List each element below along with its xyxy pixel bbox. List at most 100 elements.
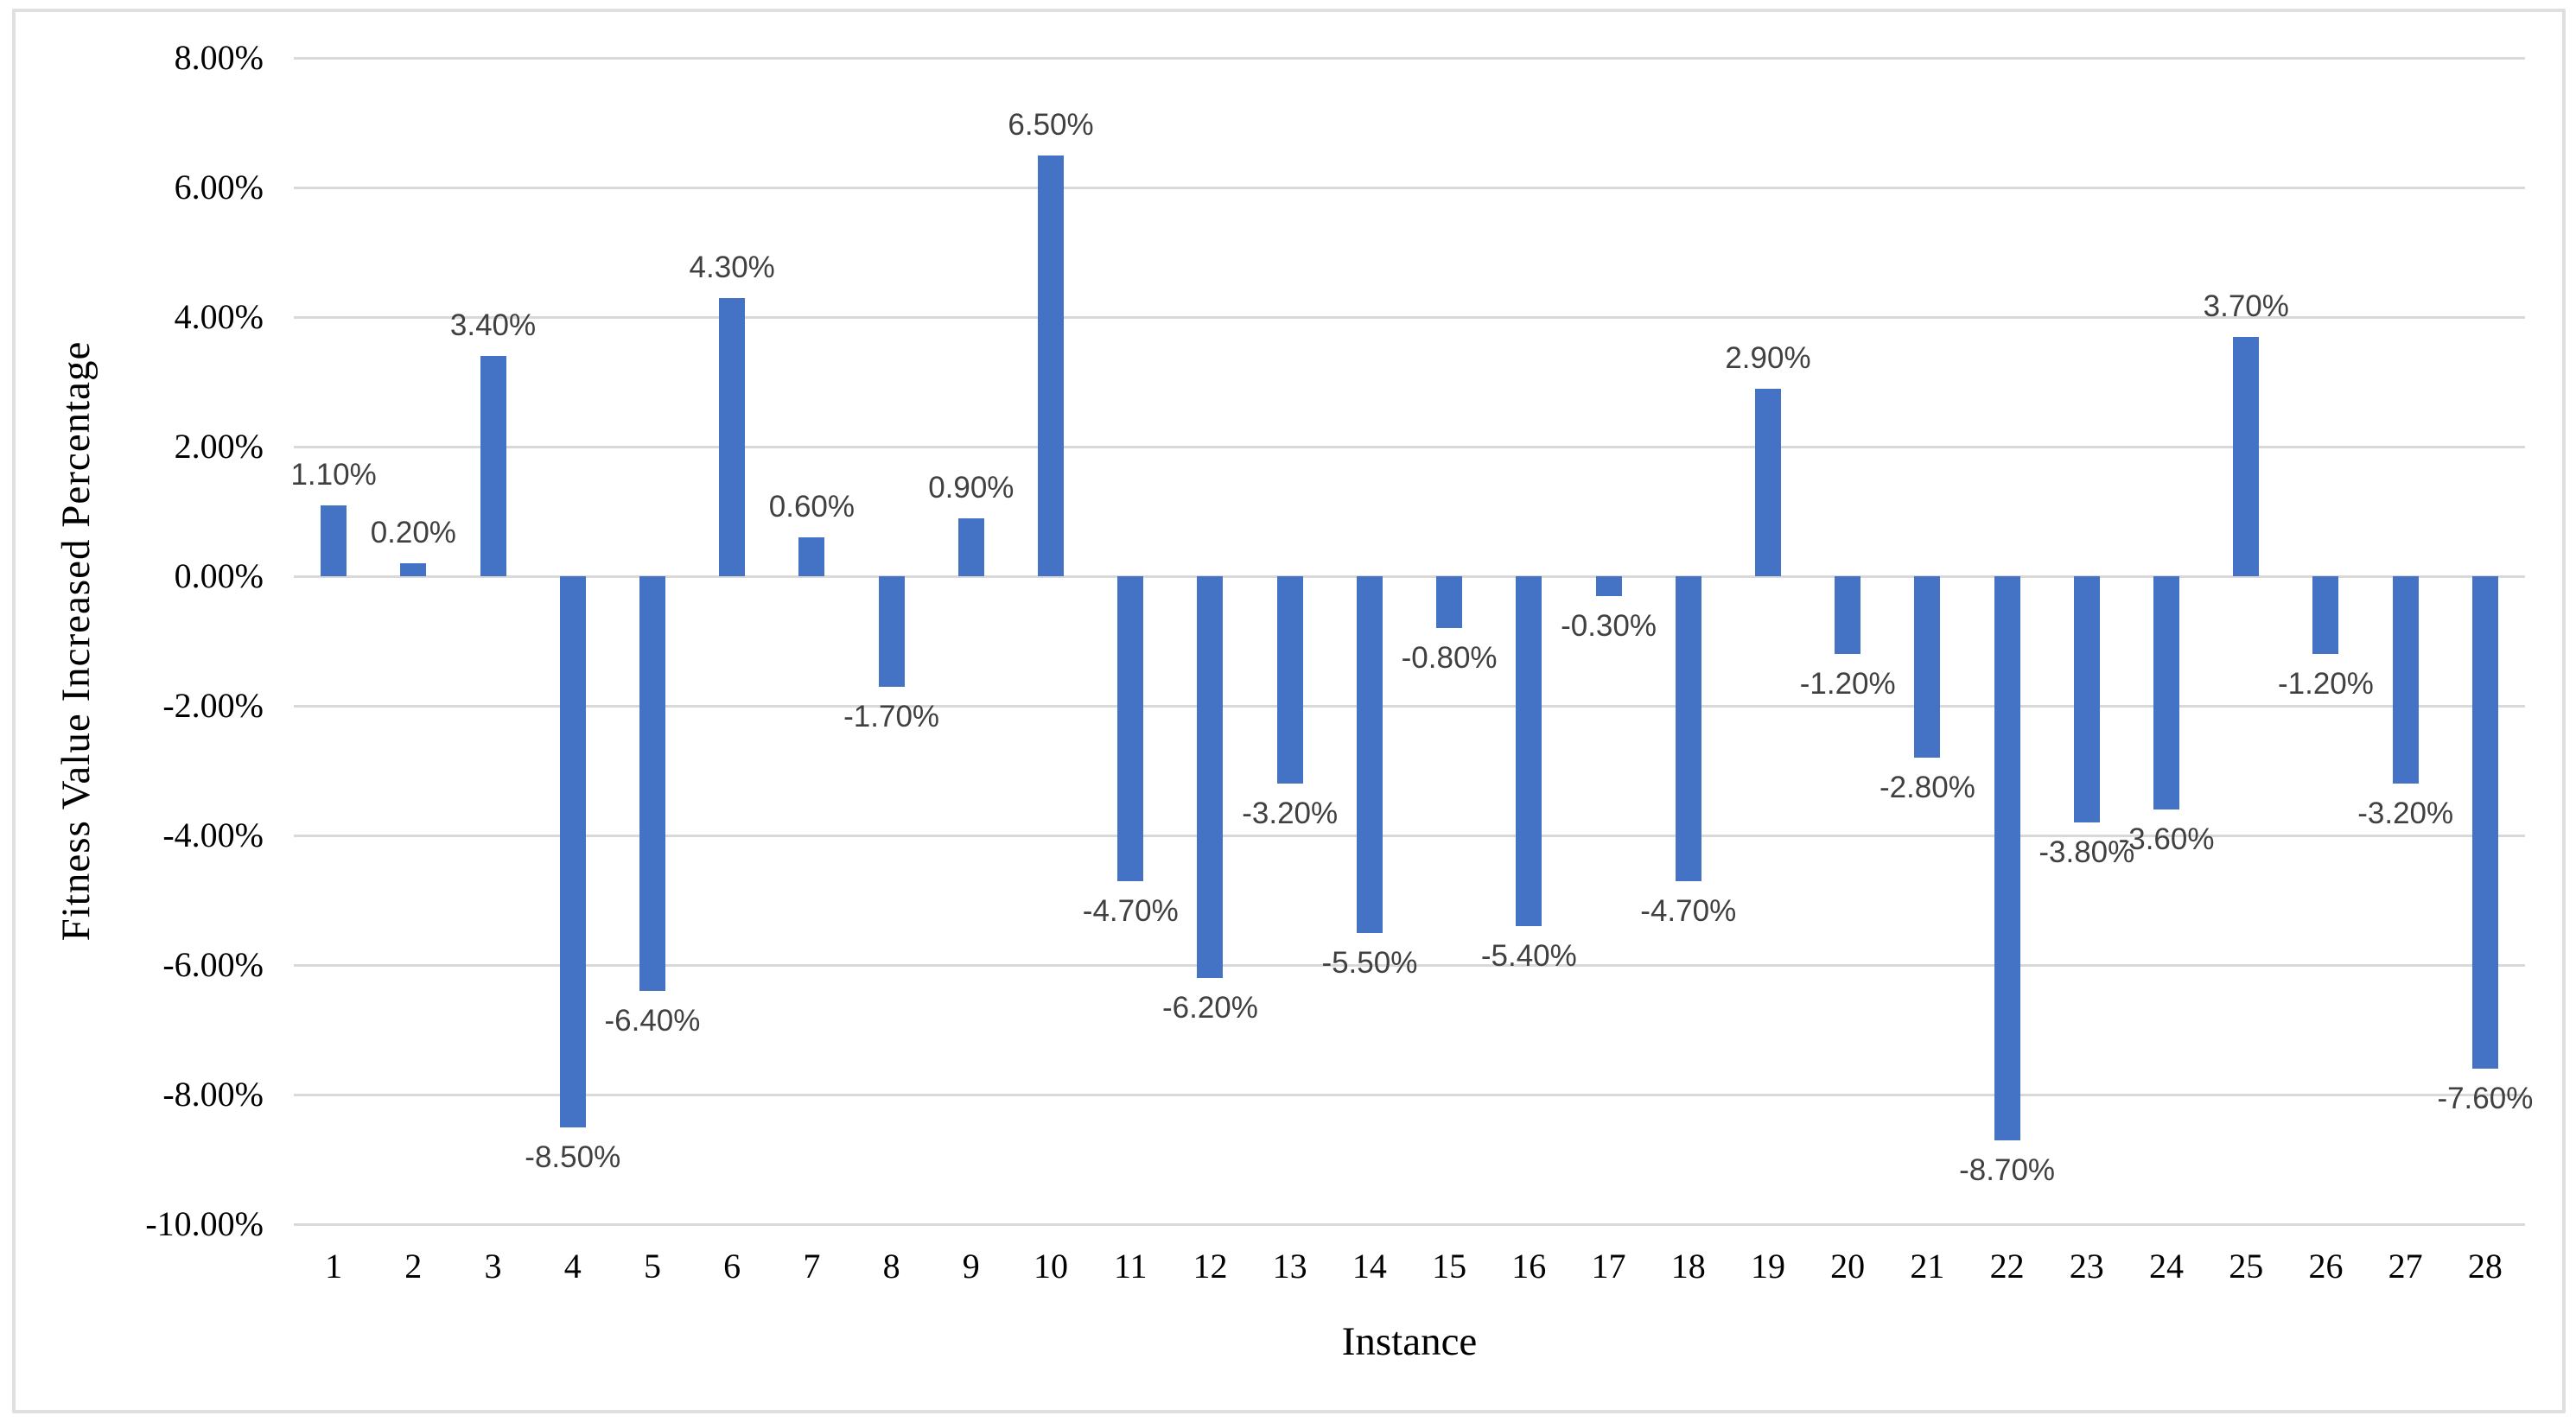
x-tick-label: 22 <box>1989 1247 2025 1286</box>
x-tick-label: 20 <box>1830 1247 1866 1286</box>
bar-instance-9 <box>957 517 984 576</box>
x-tick-label: 5 <box>643 1247 661 1286</box>
bar-value-label: -0.30% <box>1561 608 1657 643</box>
x-tick-label: 9 <box>962 1247 980 1286</box>
x-tick-label: 18 <box>1670 1247 1706 1286</box>
gridline <box>294 1093 2525 1096</box>
bar-instance-1 <box>321 505 347 576</box>
bar-instance-5 <box>639 576 665 991</box>
bar-instance-10 <box>1038 155 1065 576</box>
gridline <box>294 963 2525 967</box>
gridline <box>294 834 2525 837</box>
bar-instance-25 <box>2233 336 2260 576</box>
gridline <box>294 315 2525 319</box>
x-tick-label: 3 <box>484 1247 502 1286</box>
gridline <box>294 1222 2525 1226</box>
bar-value-label: -7.60% <box>2437 1082 2534 1115</box>
x-tick-label: 14 <box>1352 1247 1387 1286</box>
bar-instance-16 <box>1516 576 1542 926</box>
bar-instance-28 <box>2471 576 2498 1069</box>
bar-value-label: 0.90% <box>928 470 1014 505</box>
bar-value-label: -8.70% <box>1959 1152 2056 1187</box>
bar-value-label: -1.70% <box>843 699 940 733</box>
bar-value-label: 3.40% <box>449 308 537 342</box>
x-tick-label: 28 <box>2467 1247 2503 1286</box>
gridline <box>294 575 2525 578</box>
bar-value-label: -3.60% <box>2118 822 2215 856</box>
bar-value-label: -6.20% <box>1162 991 1258 1025</box>
x-tick-label: 8 <box>882 1247 900 1286</box>
bar-instance-26 <box>2312 576 2339 654</box>
bar-value-label: -4.70% <box>1082 893 1179 928</box>
bar-instance-24 <box>2153 576 2180 809</box>
y-tick-label: -6.00% <box>162 945 264 984</box>
bar-value-label: -3.80% <box>2039 835 2135 869</box>
x-tick-label: 24 <box>2149 1247 2185 1286</box>
x-tick-label: 23 <box>2069 1247 2104 1286</box>
bar-value-label: -5.40% <box>1480 939 1577 973</box>
gridline <box>294 56 2525 60</box>
x-tick-label: 19 <box>1750 1247 1785 1286</box>
x-tick-label: 4 <box>563 1247 582 1286</box>
bar-value-label: 4.30% <box>689 250 775 284</box>
x-tick-label: 6 <box>723 1247 741 1286</box>
bar-value-label: -2.80% <box>1879 771 1975 804</box>
bar-instance-6 <box>719 297 746 576</box>
bar-instance-18 <box>1675 576 1701 881</box>
y-tick-label: -8.00% <box>162 1075 264 1114</box>
bar-instance-21 <box>1914 576 1941 758</box>
gridline <box>294 704 2525 708</box>
bar-instance-11 <box>1117 576 1144 881</box>
bar-value-label: 0.60% <box>768 490 855 524</box>
x-tick-label: 25 <box>2229 1247 2264 1286</box>
y-tick-label: -4.00% <box>162 816 264 854</box>
y-tick-label: -2.00% <box>162 686 264 725</box>
bar-value-label: -1.20% <box>1799 667 1896 701</box>
bar-value-label: 2.90% <box>1725 340 1811 375</box>
bar-value-label: -4.70% <box>1640 893 1737 928</box>
x-tick-label: 1 <box>325 1247 343 1286</box>
x-tick-label: 10 <box>1034 1247 1069 1286</box>
bar-instance-19 <box>1754 388 1781 576</box>
bar-instance-7 <box>798 537 825 576</box>
bar-instance-4 <box>559 576 586 1127</box>
y-tick-label: 0.00% <box>174 556 264 595</box>
x-tick-label: 2 <box>404 1247 423 1286</box>
y-tick-label: 8.00% <box>174 38 264 77</box>
bar-value-label: -3.20% <box>2357 797 2454 830</box>
bar-instance-17 <box>1595 576 1622 596</box>
x-axis-title: Instance <box>1341 1319 1478 1364</box>
chart-border <box>12 9 2566 1413</box>
bar-instance-13 <box>1276 576 1303 784</box>
bar-value-label: -0.80% <box>1401 641 1498 675</box>
y-tick-label: 2.00% <box>174 427 264 466</box>
bar-value-label: -5.50% <box>1321 945 1418 980</box>
x-tick-label: 12 <box>1193 1247 1228 1286</box>
bar-instance-23 <box>2073 576 2100 822</box>
gridline <box>294 186 2525 189</box>
bar-value-label: 6.50% <box>1008 107 1094 142</box>
bar-instance-27 <box>2392 576 2419 784</box>
bar-instance-15 <box>1436 576 1463 628</box>
x-tick-label: 16 <box>1511 1247 1547 1286</box>
bar-instance-12 <box>1197 576 1224 978</box>
bar-instance-20 <box>1835 576 1861 654</box>
bar-instance-8 <box>878 576 905 687</box>
bar-value-label: 3.70% <box>2203 289 2289 323</box>
bar-instance-2 <box>400 563 427 576</box>
bar-value-label: -1.20% <box>2278 667 2374 701</box>
x-tick-label: 11 <box>1113 1247 1148 1286</box>
y-tick-label: 4.00% <box>174 297 264 336</box>
gridline <box>294 445 2525 448</box>
bar-value-label: -3.20% <box>1242 797 1339 830</box>
x-tick-label: 21 <box>1910 1247 1945 1286</box>
bar-value-label: 1.10% <box>290 457 377 492</box>
x-tick-label: 27 <box>2388 1247 2423 1286</box>
bar-value-label: -6.40% <box>604 1004 701 1038</box>
bar-instance-14 <box>1356 576 1383 933</box>
x-tick-label: 15 <box>1432 1247 1467 1286</box>
y-tick-label: -10.00% <box>145 1204 264 1243</box>
x-tick-label: 26 <box>2308 1247 2344 1286</box>
bar-value-label: -8.50% <box>525 1140 621 1174</box>
